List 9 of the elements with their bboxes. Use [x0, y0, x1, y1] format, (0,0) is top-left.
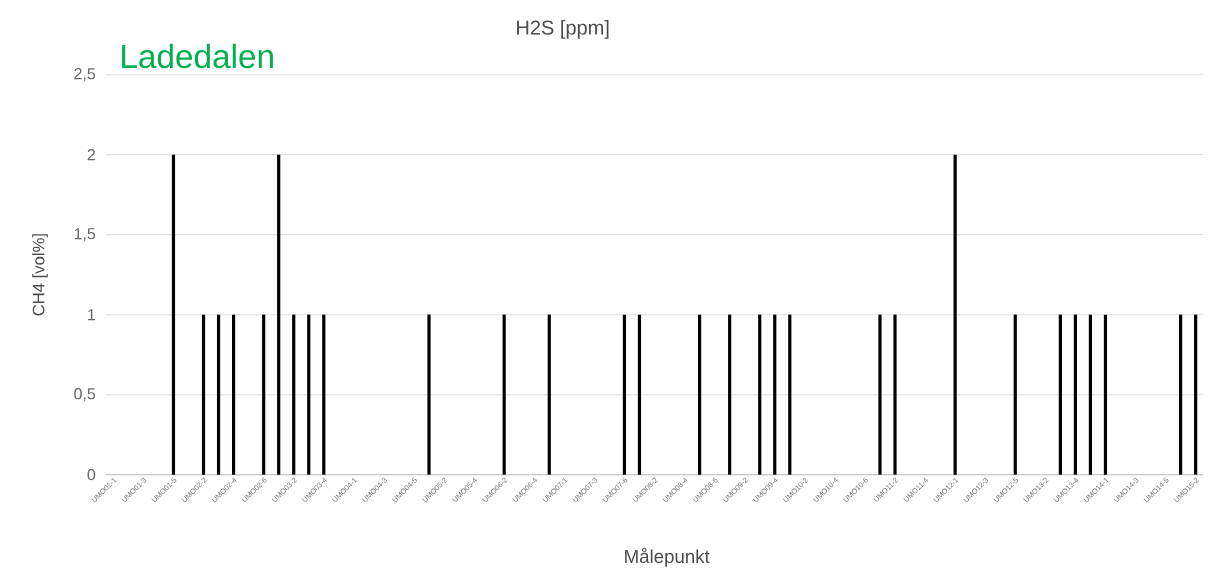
chart-title: H2S [ppm]: [517, 19, 609, 39]
y-tick-label: 2,5: [74, 67, 96, 82]
y-tick-label: 0,5: [74, 387, 96, 402]
x-axis-title: Målepunkt: [625, 547, 710, 567]
y-tick-label: 2: [87, 148, 95, 161]
y-tick-label: 1: [88, 309, 95, 321]
text: Ladedalen: [122, 43, 273, 69]
y-tick-label: 1,5: [74, 227, 96, 242]
y-axis-title: CH4 [vol%]: [32, 234, 48, 316]
